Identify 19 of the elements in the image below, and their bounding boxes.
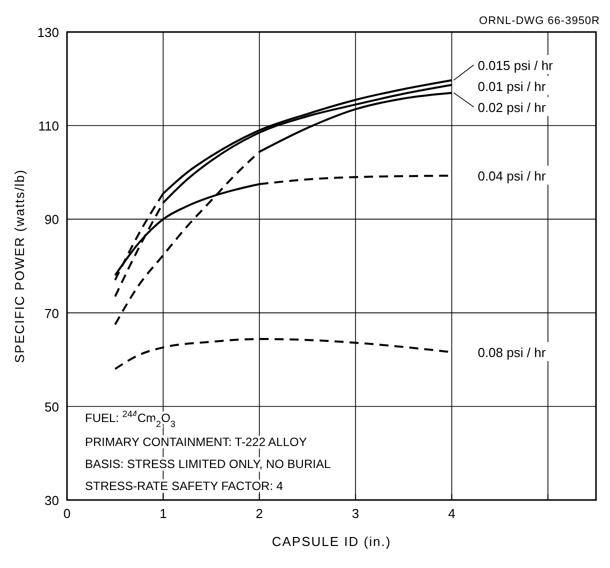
x-tick-label: 0 [63, 506, 71, 521]
y-tick-label: 130 [37, 25, 59, 40]
y-tick-label: 70 [44, 306, 59, 321]
text: 0.08 psi / hr [478, 345, 546, 360]
y-tick-label: 110 [38, 118, 59, 134]
x-axis-title: CAPSULE ID (in.) [272, 534, 392, 549]
x-tick-label: 2 [256, 506, 263, 521]
text: 0.01 psi / hr [478, 78, 546, 94]
legend-label: 0.015 psi / hr [478, 58, 554, 73]
x-tick-label: 3 [352, 506, 360, 521]
y-axis-title: SPECIFIC POWER (watts/lb) [12, 168, 27, 364]
y-tick-label: 30 [44, 493, 59, 508]
text: 0.04 psi / hr [478, 168, 546, 184]
y-tick-label: 50 [44, 399, 59, 414]
x-tick-label: 1 [160, 506, 167, 521]
y-tick-label: 90 [44, 212, 59, 228]
text: 0.02 psi / hr [478, 100, 546, 115]
text: ORNL-DWG 66-3950R [479, 15, 600, 27]
x-tick-label: 4 [448, 506, 456, 521]
